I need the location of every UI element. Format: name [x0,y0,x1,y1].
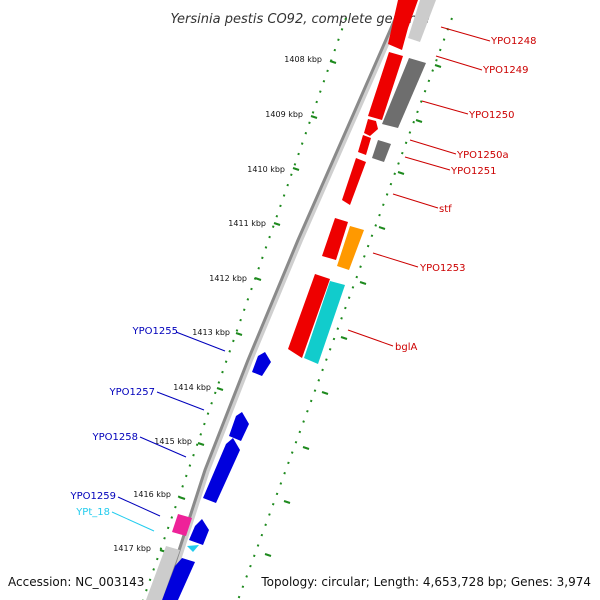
tick-label-1409: 1409 kbp [265,110,303,119]
tick-mark [302,446,310,450]
gene-stf-feature[interactable] [342,158,366,205]
tick-mark [415,119,423,123]
gene-ypo1249-feature[interactable] [368,52,403,120]
label-bglA[interactable]: bglA [395,342,417,353]
label-ypo1250a[interactable]: YPO1250a [456,150,509,161]
leader-ypo1258 [139,436,187,458]
tick-label-1414: 1414 kbp [173,383,211,392]
tick-mark [310,115,318,119]
gene-ypo1260-feature[interactable] [162,558,195,600]
leader-ypo1250 [421,100,469,115]
tick-mark [178,496,186,500]
right-leader-lines [347,26,491,347]
tick-mark [264,553,272,557]
tick-mark [235,332,243,336]
label-ypo1259[interactable]: YPO1259 [70,491,116,502]
tick-label-1408: 1408 kbp [284,55,322,64]
tick-label-1417: 1417 kbp [113,544,151,553]
tick-labels: 1408 kbp 1409 kbp 1410 kbp 1411 kbp 1412… [113,55,322,553]
gene-ypo1257-feature[interactable] [229,412,249,441]
label-ypo1249[interactable]: YPO1249 [482,65,528,76]
tick-mark [434,64,442,68]
gene-ypo1248-gray-feature[interactable] [408,0,436,42]
tick-mark [283,500,291,504]
leader-ypo1251 [404,156,451,171]
label-ypo1251[interactable]: YPO1251 [450,166,496,177]
tick-label-1413: 1413 kbp [192,328,230,337]
leader-ypt18 [111,511,155,532]
tick-mark [378,226,386,230]
tick-label-1415: 1415 kbp [154,437,192,446]
gene-ypo1252-feature[interactable] [322,218,348,260]
leader-stf [392,193,439,209]
leader-ypo1250a [409,139,457,155]
leader-ypo1259 [117,496,161,517]
label-ypo1253[interactable]: YPO1253 [419,263,465,274]
gene-ypo1258-feature[interactable] [203,438,240,503]
label-ypo1258[interactable]: YPO1258 [92,432,138,443]
tick-label-1411: 1411 kbp [228,219,266,228]
tick-mark [329,60,337,64]
tick-mark [397,171,405,175]
gene-ypo1248-feature[interactable] [388,0,418,50]
inner-tick-ring [142,17,347,600]
gene-ypo1250-gray-feature[interactable] [382,58,426,128]
backbone-shadow [162,0,408,600]
tick-label-1410: 1410 kbp [247,165,285,174]
tick-mark [216,387,224,391]
forward-strand-genes [288,0,418,358]
left-gene-labels: YPO1255 YPO1257 YPO1258 YPO1259 YPt_18 [70,326,178,518]
tick-mark [254,277,262,281]
tick-mark [321,391,329,395]
leader-bglA [347,329,394,347]
trna-ypt18-feature[interactable] [187,545,199,552]
tick-mark [197,442,205,446]
gene-ypo1251-feature[interactable] [372,140,391,162]
leader-ypo1257 [156,391,205,411]
gene-ypo1250-feature[interactable] [364,119,378,136]
gene-magenta-feature[interactable] [172,514,192,536]
reverse-strand-genes [162,352,271,600]
gene-ypo1259-feature[interactable] [189,519,209,545]
leader-ypo1255 [175,331,226,352]
gene-lightgray-feature[interactable] [146,546,180,600]
right-gene-labels: YPO1248 YPO1249 YPO1250 YPO1250a YPO1251… [395,36,536,353]
tick-mark [273,222,281,226]
leader-ypo1253 [372,252,419,268]
topology-text: Topology: circular; Length: 4,653,728 bp… [260,575,591,589]
gene-ypo1250a-feature[interactable] [358,135,371,155]
tick-label-1412: 1412 kbp [209,274,247,283]
label-ypo1255[interactable]: YPO1255 [132,326,178,337]
label-ypo1250[interactable]: YPO1250 [468,110,514,121]
accession-text: Accession: NC_003143 [8,575,144,589]
label-ypo1248[interactable]: YPO1248 [490,36,536,47]
tick-label-1416: 1416 kbp [133,490,171,499]
tick-mark [340,336,348,340]
tick-mark [359,281,367,285]
left-leader-lines [117,331,226,517]
gene-bglA-feature[interactable] [304,281,345,364]
gene-ypo1253-feature[interactable] [337,226,364,270]
label-stf[interactable]: stf [439,204,452,215]
map-title: Yersinia pestis CO92, complete genome [171,12,430,27]
label-ypo1257[interactable]: YPO1257 [109,387,155,398]
gene-bglA-red-feature[interactable] [288,274,330,358]
tick-mark [292,167,300,171]
leader-ypo1249 [435,55,483,71]
leader-ypo1248 [440,26,491,42]
gene-ypo1255-feature[interactable] [252,352,271,376]
label-ypt18[interactable]: YPt_18 [75,507,110,518]
